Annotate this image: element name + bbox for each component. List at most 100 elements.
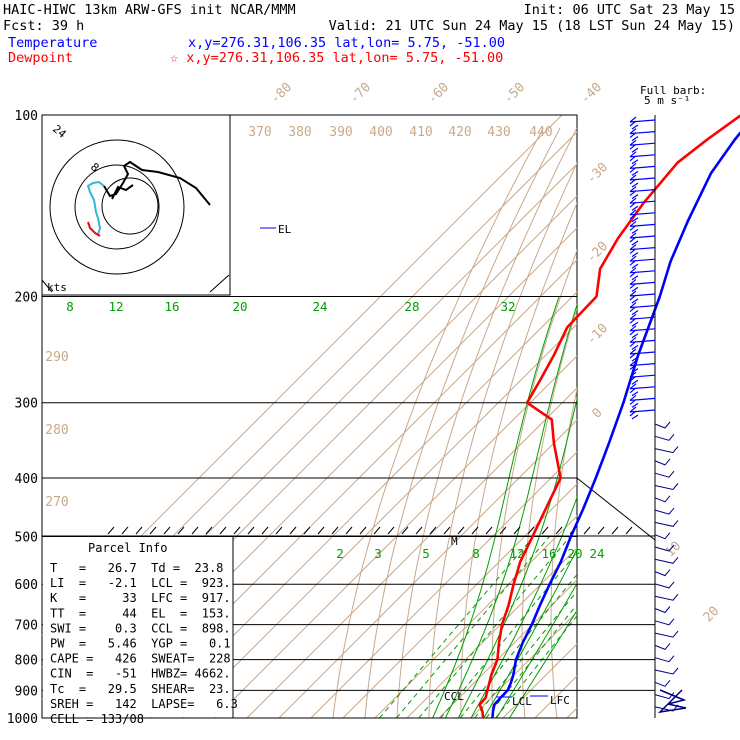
dry-adiabat-line [550, 387, 577, 718]
isotherm-label: 10 [663, 539, 685, 561]
hatch-mark [541, 526, 549, 535]
level-marker-lcl: LCL [512, 695, 532, 708]
temperature-profile [491, 131, 740, 719]
dry-adiabat-line [659, 128, 728, 731]
wind-barb [654, 679, 671, 687]
dry-adiabat-line [684, 128, 740, 731]
mixing-ratio-line [379, 536, 534, 718]
wind-barb [629, 360, 656, 374]
moist-adiabat-label: 16 [164, 299, 179, 314]
dry-adiabat-line [633, 128, 711, 731]
header-valid: Valid: 21 UTC Sun 24 May 15 (18 LST Sun … [329, 18, 735, 34]
mixing-ratio-line [495, 614, 577, 718]
hatch-mark [485, 526, 493, 535]
hatch-mark [457, 526, 465, 535]
isotherm-label: 0 [589, 405, 605, 421]
isotherm-line [374, 515, 577, 718]
moist-adiabat-line [432, 296, 560, 718]
header-init: Init: 06 UTC Sat 23 May 15 [524, 2, 735, 18]
moist-adiabat-label: 12 [108, 299, 123, 314]
parcel-info-row: Tc = 29.5 SHEAR= 23. [50, 682, 231, 696]
moist-adiabat-line [496, 582, 577, 718]
wind-barb [654, 593, 679, 601]
theta-label: 400 [369, 125, 392, 140]
hatch-mark [373, 526, 381, 535]
dewpoint-location: ☆ x,y=276.31,106.35 lat,lon= 5.75, -51.0… [170, 50, 503, 66]
isotherm-label: 20 [701, 604, 723, 626]
wind-barb [654, 507, 675, 515]
theta-label: 370 [248, 125, 271, 140]
hodograph-trace-low [86, 180, 105, 236]
parcel-info-row: CAPE = 426 SWEAT= 228 [50, 652, 231, 666]
wind-barb [629, 267, 656, 281]
dry-adiabat-line [396, 127, 577, 718]
wind-barb [629, 186, 656, 200]
barb-key-label: Full barb: [640, 84, 706, 97]
wind-barb [629, 336, 656, 350]
dry-adiabat-line [428, 161, 577, 718]
hatch-mark [275, 526, 283, 535]
wind-barb [629, 244, 656, 258]
mixing-ratio-label: 5 [422, 546, 430, 561]
pressure-label: 800 [15, 654, 38, 669]
dry-adiabat-line [491, 248, 577, 718]
parcel-panel-background [43, 537, 233, 717]
wind-barb [654, 667, 679, 675]
wind-barb [654, 643, 671, 650]
hatch-mark [611, 526, 619, 535]
hatch-mark [303, 526, 311, 535]
moist-adiabat-label: 8 [66, 299, 74, 314]
isotherm-line [502, 643, 577, 718]
theta-label: 420 [448, 125, 471, 140]
hatch-mark [135, 526, 143, 535]
wind-barb [629, 209, 656, 223]
mixing-ratio-line [418, 536, 571, 718]
hatch-mark [261, 526, 269, 535]
isotherm-label: -60 [425, 80, 452, 107]
wind-barb [654, 520, 679, 527]
wind-barb [629, 116, 656, 130]
level-marker-el: EL [278, 223, 292, 236]
mixing-ratio-label: 8 [472, 546, 480, 561]
isotherm-line [438, 579, 577, 718]
parcel-info-row: CIN = -51 HWBZ= 4662. [50, 667, 231, 681]
dry-adiabat-line [521, 306, 577, 718]
dry-adiabats [332, 127, 740, 731]
wind-barbs [629, 115, 687, 718]
dry-adiabat-line [460, 201, 577, 718]
pressure-label: 400 [15, 472, 38, 487]
moist-adiabat-line [444, 302, 577, 718]
dry-adiabat-line [579, 128, 678, 731]
level-marker-lfc: LFC [550, 694, 570, 707]
wind-barb [654, 470, 675, 478]
wind-barb [629, 406, 656, 420]
isotherm-line [342, 483, 577, 718]
wind-barb [654, 569, 671, 577]
hatch-mark [499, 526, 507, 535]
wind-barb [629, 325, 656, 339]
mixing-ratio-line [459, 573, 577, 718]
mixing-ratio-label: 20 [567, 546, 582, 561]
wind-barb [654, 544, 675, 552]
moist-adiabat-label: 32 [500, 299, 515, 314]
hatch-mark [219, 526, 227, 535]
dry-adiabat-line [709, 128, 740, 731]
wind-barb [629, 128, 656, 142]
wind-barb [629, 313, 656, 327]
isotherm-line [310, 451, 577, 718]
wind-barb [654, 581, 675, 589]
wind-barb [629, 348, 656, 362]
moist-adiabats [432, 296, 577, 718]
wind-barb [654, 433, 675, 441]
hatch-mark [443, 526, 451, 535]
sounding-profiles: EL M CCL LCL LFC [260, 114, 740, 719]
wind-barb [629, 232, 656, 246]
hodograph-ring-inner [101, 177, 159, 235]
hatch-mark [205, 526, 213, 535]
moist-adiabat-label: 28 [404, 299, 419, 314]
parcel-info-row: PW = 5.46 YGP = 0.1 [50, 637, 231, 651]
hatch-mark [247, 526, 255, 535]
